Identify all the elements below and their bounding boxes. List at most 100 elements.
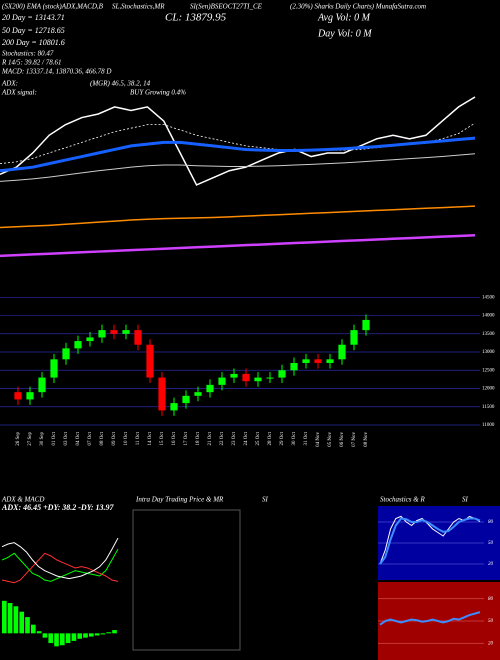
candle-body <box>62 348 70 360</box>
candle-body <box>158 377 166 411</box>
y-tick-label: 50 <box>488 619 494 624</box>
x-tick-label: 09 Oct <box>112 431 117 445</box>
ma-text: 20 Day = 13143.71 <box>2 13 65 22</box>
candle-body <box>182 395 190 404</box>
macd-bar <box>71 633 77 641</box>
ma-text: 50 Day = 12718.65 <box>2 26 65 35</box>
candle-body <box>38 377 46 393</box>
candle-body <box>302 359 310 363</box>
macd-bar <box>100 633 106 635</box>
macd-bar <box>42 633 48 638</box>
x-tick-label: 10 Oct <box>124 431 129 445</box>
indicator-text: MACD: 13337.14, 13870.36, 466.78 D <box>1 68 111 76</box>
x-tick-label: 28 Oct <box>268 431 273 445</box>
x-tick-label: 17 Oct <box>184 431 189 445</box>
line <box>0 205 476 229</box>
line <box>379 611 481 626</box>
x-tick-label: 05 Nov <box>328 432 333 447</box>
indicator-text: (MGR) 46.5, 38.2, 14 <box>90 80 151 88</box>
x-tick-label: 07 Oct <box>88 431 93 445</box>
x-tick-label: 14 Oct <box>148 431 153 445</box>
line <box>1 537 119 580</box>
x-tick-label: 16 Oct <box>172 431 177 445</box>
x-tick-label: 29 Oct <box>280 431 285 445</box>
header-text: (2.30%) Sharks Daily Charts) MunafaSutra… <box>290 3 426 11</box>
intraday-box <box>132 509 241 651</box>
x-tick-label: 18 Oct <box>196 431 201 445</box>
x-tick-label: 30 Sep <box>40 432 45 446</box>
day-vol: Day Vol: 0 M <box>317 28 372 39</box>
x-tick-label: 03 Oct <box>64 431 69 445</box>
y-tick-label: 13500 <box>482 332 495 337</box>
header-text: (SX200) EMA (stock)ADX,MACD,B <box>2 3 104 11</box>
y-tick-label: 50 <box>488 541 494 546</box>
candle-body <box>218 377 226 385</box>
line <box>379 517 481 565</box>
x-tick-label: 31 Oct <box>304 431 309 445</box>
x-tick-label: 22 Oct <box>220 431 225 445</box>
y-tick-label: 80 <box>488 597 494 602</box>
x-tick-label: 08 Oct <box>100 431 105 445</box>
indicator-text: Stochastics: 80.47 <box>2 50 54 58</box>
y-tick-label: 11500 <box>482 405 495 410</box>
indicator-text: BUY Growing 0.4% <box>130 89 186 97</box>
panel-title: Intra Day Trading Price & MR <box>135 496 224 504</box>
indicator-text: R 14/5: 39.82 / 78.61 <box>1 59 62 67</box>
candle-body <box>170 403 178 411</box>
line <box>1 552 119 584</box>
x-tick-label: 23 Oct <box>232 431 237 445</box>
candle-body <box>74 341 82 349</box>
macd-bar <box>94 633 100 636</box>
x-tick-label: 04 Nov <box>316 432 321 447</box>
macd-bar <box>36 631 42 634</box>
macd-bar <box>48 633 54 644</box>
line <box>0 153 476 182</box>
x-tick-label: 08 Nov <box>364 432 369 447</box>
y-tick-label: 14500 <box>482 295 495 300</box>
candle-body <box>278 370 286 378</box>
candle-body <box>314 359 322 363</box>
macd-bar <box>77 633 83 639</box>
x-tick-label: 06 Nov <box>340 432 345 447</box>
candle-body <box>362 319 370 331</box>
panel-subtitle: ADX: 46.45 +DY: 38.2 -DY: 13.97 <box>1 503 115 512</box>
macd-bar <box>31 624 36 634</box>
y-tick-label: 13000 <box>482 350 495 355</box>
macd-bar <box>7 603 13 634</box>
candle-body <box>134 330 142 345</box>
y-tick-label: 20 <box>488 562 494 567</box>
x-tick-label: 15 Oct <box>160 431 165 445</box>
candle-body <box>194 392 202 396</box>
macd-bar <box>19 611 25 634</box>
candle-body <box>206 384 214 393</box>
y-tick-label: 11000 <box>482 423 495 428</box>
x-tick-label: 24 Oct <box>244 431 249 445</box>
panel-title: Stochastics & R <box>380 496 425 504</box>
panel-title: SI <box>262 496 269 504</box>
candle-body <box>98 330 106 338</box>
y-tick-label: 80 <box>488 520 494 525</box>
x-tick-label: 27 Sep <box>28 432 33 446</box>
indicator-text: ADX: <box>1 80 18 88</box>
line <box>0 234 476 258</box>
x-tick-label: 01 Oct <box>52 431 57 445</box>
macd-bar <box>60 633 65 646</box>
macd-bar <box>25 617 30 634</box>
macd-bar <box>65 633 71 644</box>
x-tick-label: 07 Nov <box>352 432 357 447</box>
candle-body <box>122 330 130 334</box>
x-tick-label: 25 Oct <box>256 431 261 445</box>
candle-body <box>350 330 358 345</box>
panel-title: ADX & MACD <box>1 496 44 504</box>
candle-body <box>242 373 250 382</box>
x-tick-label: 04 Oct <box>76 431 81 445</box>
candle-body <box>290 362 298 371</box>
avg-vol: Avg Vol: 0 M <box>317 12 371 23</box>
candle-body <box>26 392 34 400</box>
x-tick-label: 21 Oct <box>208 431 213 445</box>
candle-body <box>50 359 58 378</box>
y-tick-label: 12000 <box>482 387 495 392</box>
close-price: CL: 13879.95 <box>165 12 227 24</box>
panel-title: SI <box>462 496 469 504</box>
